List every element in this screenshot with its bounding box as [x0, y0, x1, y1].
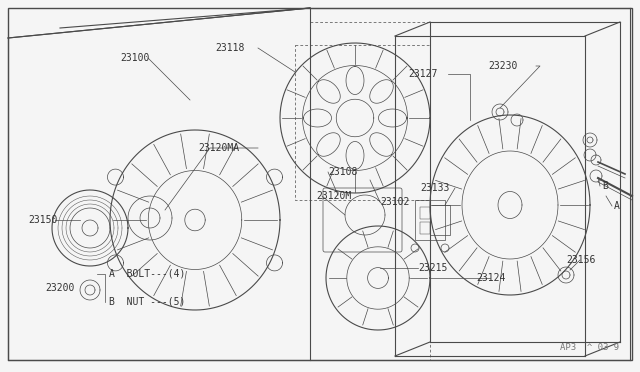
Text: 23127: 23127 — [408, 69, 437, 79]
Text: 23118: 23118 — [215, 43, 244, 53]
Text: 23120M: 23120M — [316, 191, 351, 201]
Text: 23124: 23124 — [476, 273, 506, 283]
Text: 23100: 23100 — [120, 53, 149, 63]
Text: 23108: 23108 — [328, 167, 357, 177]
Text: 23215: 23215 — [418, 263, 447, 273]
Bar — [420, 207, 430, 219]
Text: B  NUT ---(5): B NUT ---(5) — [109, 297, 186, 307]
Bar — [415, 200, 445, 240]
Text: A  BOLT---(4): A BOLT---(4) — [109, 269, 186, 279]
Text: 23102: 23102 — [380, 197, 410, 207]
Text: 23200: 23200 — [45, 283, 74, 293]
Text: AP3  ^ 03 9: AP3 ^ 03 9 — [561, 343, 620, 353]
Text: 23120MA: 23120MA — [198, 143, 239, 153]
Bar — [420, 222, 430, 234]
Text: 23133: 23133 — [420, 183, 449, 193]
Text: 23156: 23156 — [566, 255, 595, 265]
Text: A: A — [614, 201, 620, 211]
Bar — [430, 205, 450, 235]
Text: 23230: 23230 — [488, 61, 517, 71]
Text: B: B — [602, 181, 608, 191]
Text: 23150: 23150 — [28, 215, 58, 225]
